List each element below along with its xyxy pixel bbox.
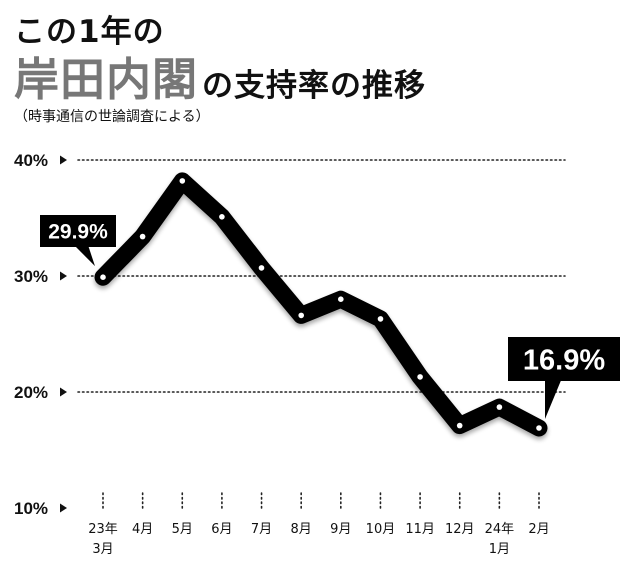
callout-pointer [545, 378, 562, 419]
data-point [219, 214, 225, 220]
data-label: 29.9% [48, 221, 108, 244]
data-point [377, 316, 384, 322]
x-tick-label: 11月 [405, 522, 435, 537]
x-tick-label: 7月 [251, 522, 272, 537]
x-tick-label: 5月 [172, 522, 193, 537]
y-tick-arrow [60, 271, 67, 281]
x-axis: 23年 3月 4月 5月 6月 7月 8月 9月 10月 11月 12月 24年 1月 2月 [88, 492, 550, 557]
data-point [496, 404, 503, 410]
source-note: （時事通信の世論調査による） [14, 109, 210, 125]
data-point [536, 425, 542, 431]
x-tick-label: 9月 [330, 522, 351, 537]
x-tick-label: 8月 [291, 522, 312, 537]
series-line [94, 172, 548, 437]
callout-pointer [74, 245, 95, 267]
y-tick-label: 40% [14, 151, 48, 170]
y-tick-label: 10% [14, 499, 48, 518]
y-tick-label: 20% [14, 383, 48, 402]
x-tick-label: 12月 [445, 522, 475, 537]
x-tick-label: 10月 [366, 522, 396, 537]
data-point [179, 178, 186, 184]
x-tick-label: 24年 [485, 522, 515, 537]
data-point [298, 312, 305, 319]
grid-lines [77, 159, 566, 393]
data-point [139, 233, 146, 240]
title-line1: この1年の [14, 14, 165, 50]
data-point [417, 374, 423, 380]
data-point [100, 274, 106, 281]
data-point [338, 296, 344, 303]
x-tick-label: 6月 [211, 522, 232, 537]
x-tick-label-line2: 3月 [92, 542, 113, 557]
y-tick-arrow [60, 503, 67, 513]
title-line2: 岸田内閣 の支持率の推移 [14, 52, 426, 108]
y-tick-arrow [60, 387, 67, 397]
data-point [258, 265, 265, 271]
data-label: 16.9% [523, 344, 605, 376]
y-tick-arrow [60, 155, 67, 165]
x-tick-label: 2月 [528, 522, 549, 537]
data-point [456, 422, 463, 429]
callout-box [40, 215, 116, 247]
x-tick-label: 23年 [88, 522, 118, 537]
data-series [94, 172, 548, 437]
title-subject: の支持率の推移 [202, 68, 427, 104]
y-tick-label: 30% [14, 267, 48, 286]
x-tick-label-line2: 1月 [489, 542, 510, 557]
x-tick-label: 4月 [132, 522, 153, 537]
callout-box [508, 337, 620, 381]
title-cabinet-name: 岸田内閣 [14, 53, 199, 106]
y-axis: 10% 20% 30% 40% [14, 151, 67, 518]
value-callouts: 29.9% 16.9% [40, 215, 620, 419]
